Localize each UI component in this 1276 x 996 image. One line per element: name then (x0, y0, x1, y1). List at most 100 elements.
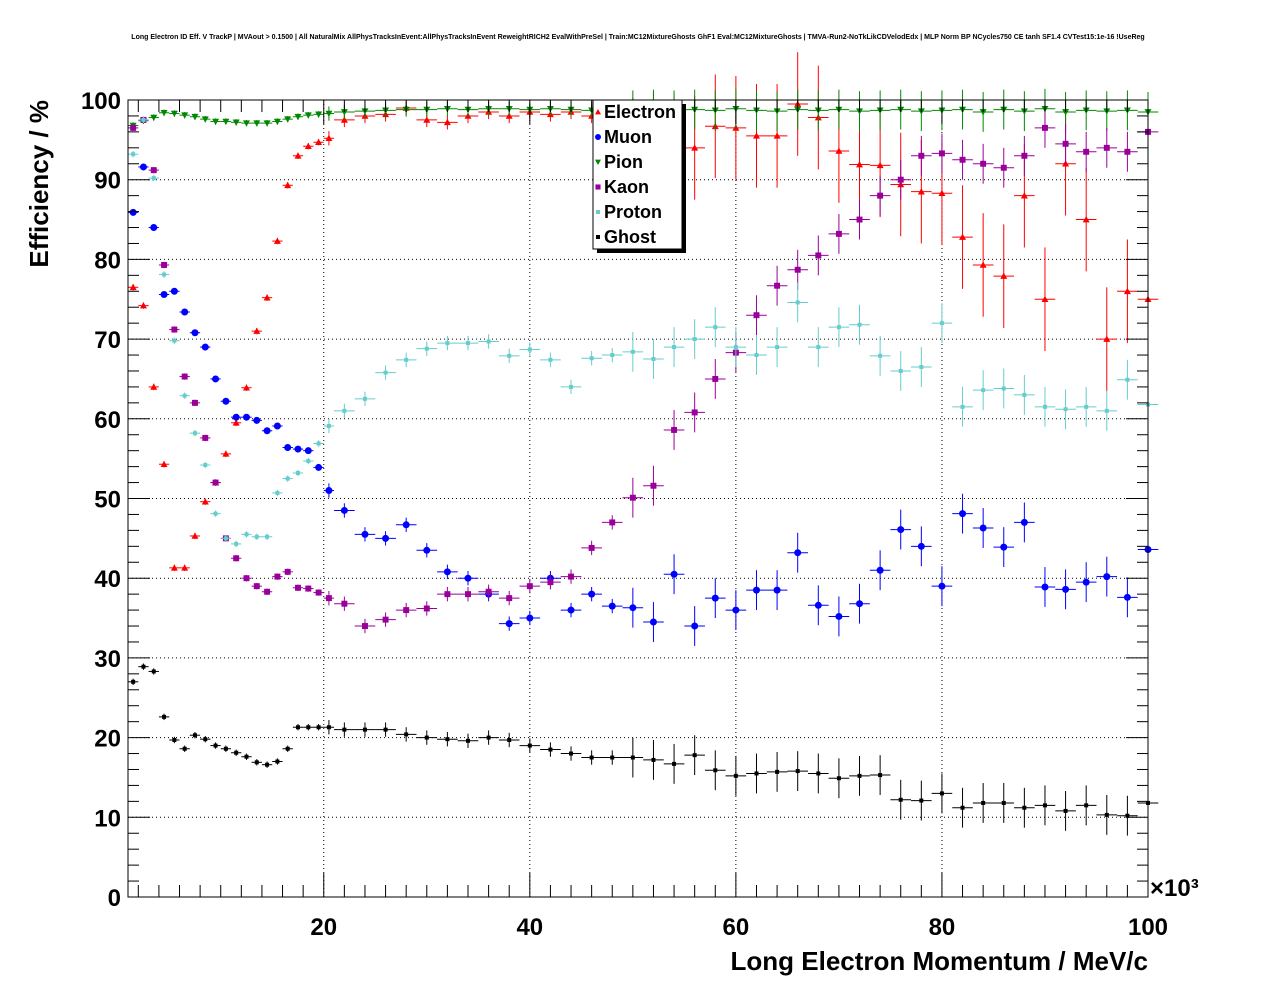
data-point (465, 591, 471, 598)
data-point (919, 364, 924, 369)
data-point (670, 570, 678, 578)
data-point (306, 459, 311, 464)
data-point (1022, 392, 1027, 397)
data-point (423, 116, 431, 123)
data-point (981, 800, 986, 805)
data-point (342, 727, 347, 732)
data-point (897, 176, 904, 183)
data-point (294, 445, 302, 453)
data-point (651, 357, 656, 362)
legend-marker-proton (596, 210, 600, 214)
data-point (203, 737, 208, 742)
data-point (253, 416, 261, 424)
data-point (959, 233, 967, 240)
data-point (202, 434, 209, 441)
data-point (181, 112, 189, 119)
data-point (222, 118, 230, 126)
data-point (341, 600, 348, 607)
legend-label-proton: Proton (604, 202, 662, 222)
data-point (263, 120, 271, 127)
data-point (569, 384, 574, 389)
data-point (203, 463, 208, 468)
data-point (325, 487, 333, 495)
data-point (753, 312, 760, 319)
data-point (588, 590, 596, 598)
x-tick-label: 80 (929, 914, 956, 941)
data-point (856, 600, 864, 608)
data-point (506, 595, 513, 602)
data-point (233, 555, 240, 562)
data-point (131, 679, 136, 684)
data-point (181, 308, 189, 316)
data-point (284, 181, 292, 189)
data-point (752, 586, 760, 594)
data-point (938, 582, 946, 590)
data-point (816, 771, 821, 776)
data-point (274, 573, 281, 580)
data-point (1022, 805, 1027, 810)
data-point (160, 109, 168, 117)
legend-marker-electron (595, 109, 601, 115)
data-point (234, 541, 239, 546)
data-point (691, 622, 699, 630)
data-point (275, 759, 280, 764)
data-point (691, 144, 699, 151)
data-point (424, 346, 429, 351)
data-point (242, 384, 250, 391)
data-point (170, 564, 178, 571)
data-point (1000, 272, 1008, 279)
data-point (774, 282, 781, 289)
data-point (264, 588, 271, 595)
axes: 20 40 60 80 100 0 10 20 30 40 50 60 70 80 90 100 (81, 88, 1168, 941)
data-point (1020, 518, 1028, 526)
data-point (129, 283, 137, 291)
data-point (191, 329, 199, 337)
data-point (403, 607, 410, 614)
data-point (242, 413, 250, 421)
data-point (316, 725, 321, 730)
data-point (383, 727, 388, 732)
data-point (1063, 407, 1068, 412)
data-point (213, 743, 218, 748)
data-point (201, 498, 209, 505)
data-point (773, 132, 781, 139)
data-point (325, 134, 333, 142)
data-point (919, 798, 924, 803)
data-point (273, 118, 281, 126)
data-point (150, 167, 157, 174)
data-point (160, 290, 168, 298)
data-point (466, 341, 470, 346)
data-point (294, 113, 302, 121)
legend-marker-kaon (595, 184, 601, 190)
data-point (979, 524, 987, 532)
data-point (464, 574, 472, 582)
data-point (1104, 812, 1109, 817)
data-point (361, 623, 368, 629)
data-point (713, 768, 718, 773)
data-point (856, 161, 864, 168)
x-tick-label: 60 (723, 914, 750, 941)
data-point (151, 176, 156, 181)
data-point (836, 325, 841, 330)
data-point (213, 511, 218, 516)
data-point (171, 326, 178, 333)
data-point (1123, 593, 1131, 601)
data-point (630, 349, 635, 354)
data-point (1082, 578, 1090, 586)
legend-label-kaon: Kaon (604, 177, 649, 197)
data-point (182, 746, 187, 751)
data-point (212, 118, 220, 126)
data-point (275, 490, 280, 495)
data-point (1063, 808, 1068, 813)
data-point (897, 526, 905, 534)
data-point (1000, 164, 1007, 171)
data-point (191, 399, 198, 406)
data-point (857, 773, 862, 778)
data-point (139, 302, 147, 309)
data-point (182, 393, 187, 398)
data-point (1062, 140, 1069, 147)
data-point (775, 345, 780, 350)
data-point (671, 426, 678, 433)
data-point (423, 605, 430, 612)
